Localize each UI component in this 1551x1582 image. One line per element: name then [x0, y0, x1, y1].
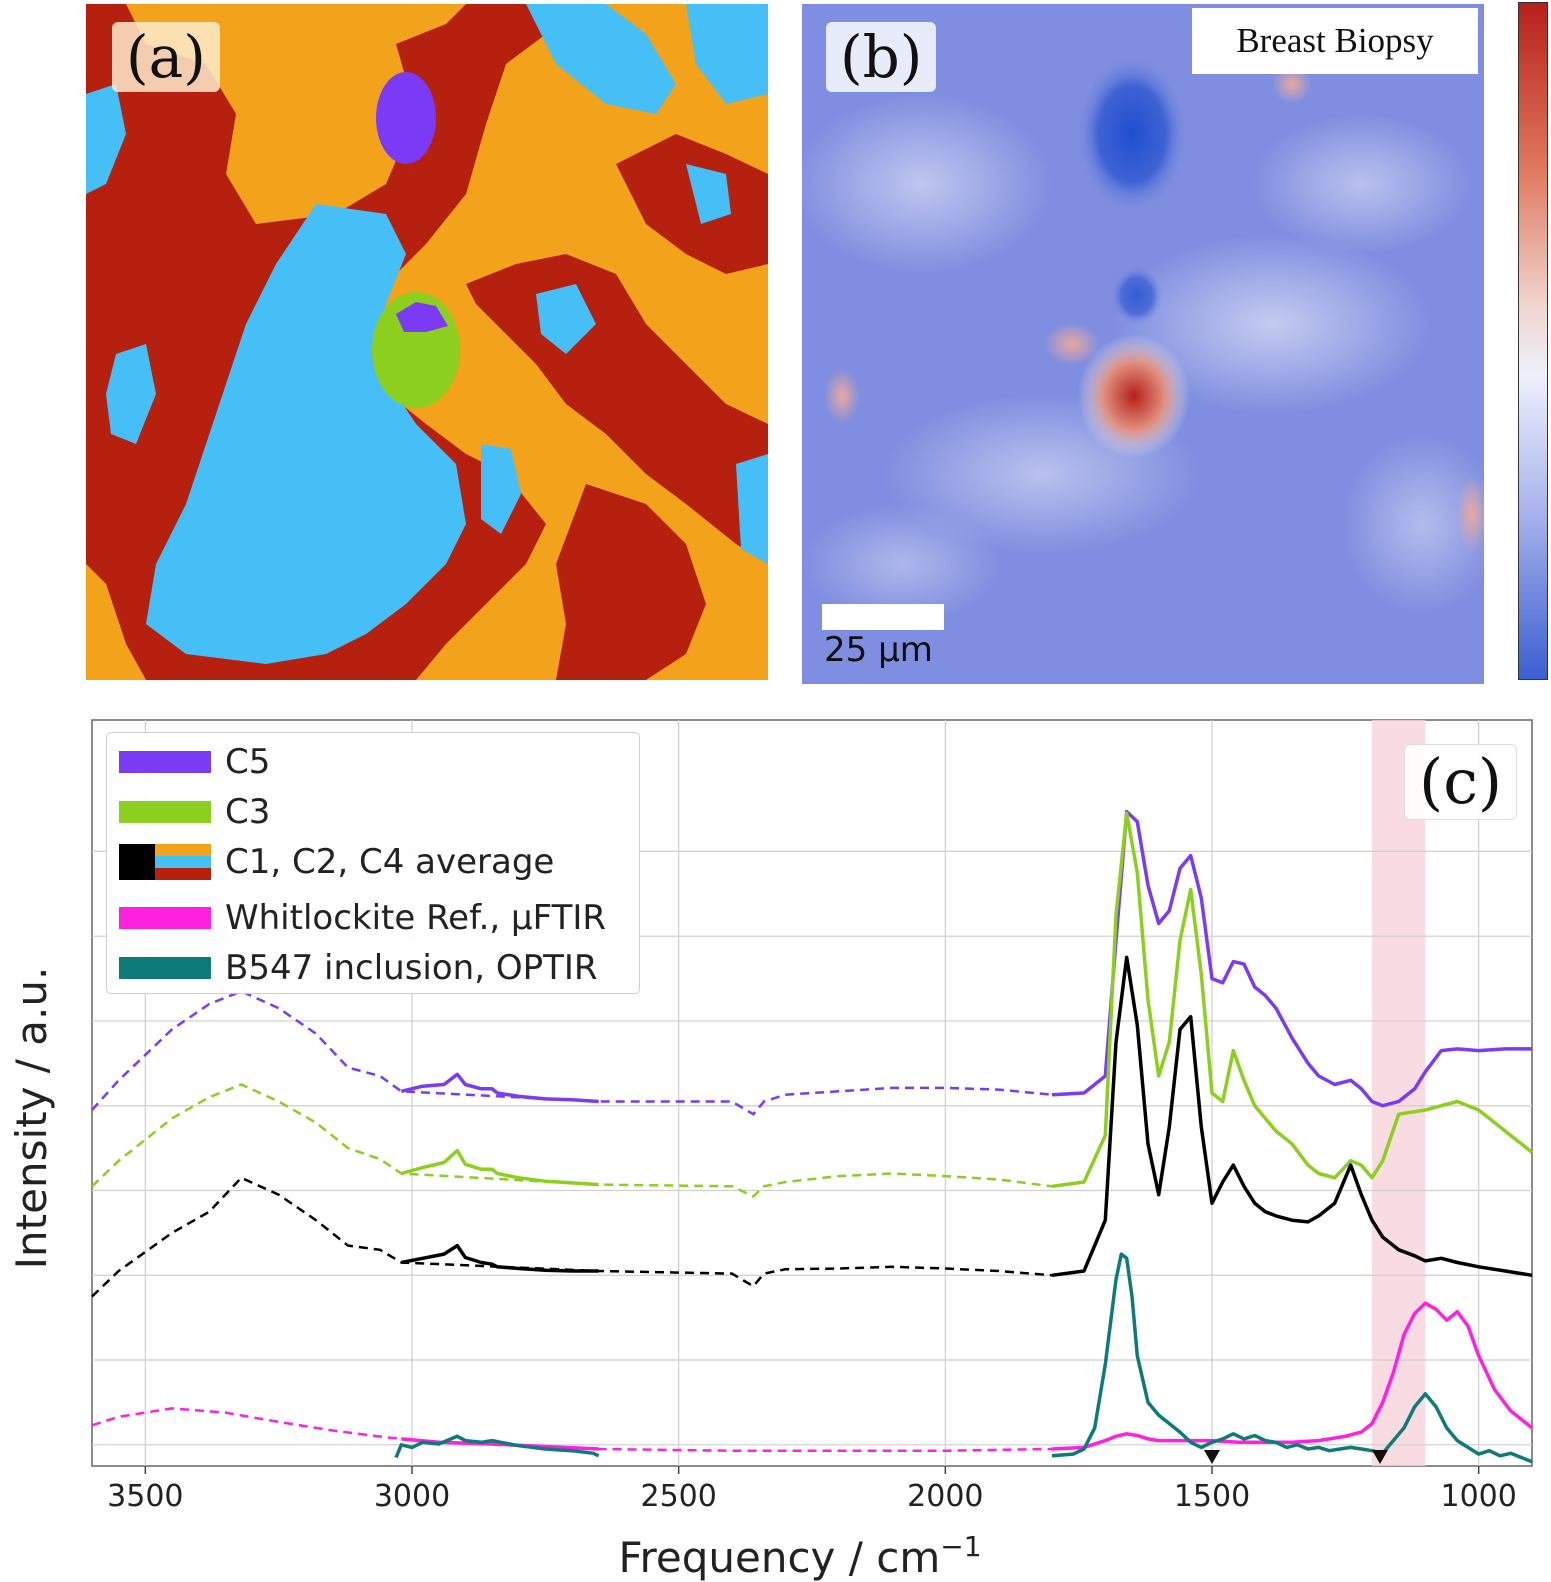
- legend-label: Whitlockite Ref., µFTIR: [225, 898, 607, 938]
- series-c1-c2-c4-average: [91, 955, 1533, 1298]
- peak-marker-icon: [1372, 1450, 1388, 1464]
- x-tick-label: 3000: [374, 1479, 450, 1514]
- cluster-map-image: [86, 4, 768, 680]
- series-solid-line: [1051, 1252, 1533, 1464]
- series-c5: [91, 809, 1532, 1116]
- legend-item-b547: B547 inclusion, OPTIR: [119, 943, 598, 993]
- panel-c-label: (c): [1404, 744, 1518, 820]
- legend-label: C1, C2, C4 average: [225, 842, 555, 882]
- panel-b-label: (b): [826, 22, 937, 92]
- series-solid-line: [394, 1434, 600, 1459]
- legend-swatch: [119, 801, 211, 823]
- series-solid-line: [400, 1072, 599, 1104]
- series-solid-line: [1051, 811, 1534, 1189]
- x-tick-label: 2000: [907, 1479, 983, 1514]
- cluster-map-panel: [86, 4, 768, 680]
- y-axis-title: Intensity / a.u.: [7, 967, 56, 1270]
- series-dashed-line: [91, 1083, 1053, 1198]
- intensity-map-panel: [802, 4, 1484, 684]
- series-dashed-line: [91, 1407, 1053, 1452]
- peak-marker-icon: [1204, 1450, 1220, 1464]
- series-solid-line: [1051, 955, 1533, 1278]
- x-axis-title: Frequency / cm−1: [618, 1530, 981, 1582]
- series-solid-line: [400, 1148, 599, 1187]
- legend-combo-swatch: [119, 844, 211, 880]
- legend-item-whitlockite: Whitlockite Ref., µFTIR: [119, 893, 606, 943]
- x-tick-label: 1000: [1440, 1479, 1516, 1514]
- x-tick-label: 1500: [1174, 1479, 1250, 1514]
- legend-swatch: [119, 751, 211, 773]
- series-dashed-line: [91, 989, 1053, 1116]
- legend-swatch: [119, 907, 211, 929]
- highlight-band: [1372, 720, 1426, 1466]
- chart-legend: C5 C3 C1, C2, C4 average Whitlockite Ref…: [106, 732, 640, 994]
- series-b547-inclusion-optir: [394, 1252, 1533, 1464]
- legend-item-c3: C3: [119, 787, 270, 837]
- legend-label: C3: [225, 792, 271, 832]
- x-tick-label: 2500: [640, 1479, 716, 1514]
- colorbar: [1518, 2, 1548, 680]
- breast-biopsy-annotation: Breast Biopsy: [1192, 8, 1478, 74]
- legend-label: B547 inclusion, OPTIR: [225, 948, 598, 988]
- series-solid-line: [1051, 809, 1532, 1108]
- scale-bar: [822, 604, 944, 630]
- intensity-map-image: [802, 4, 1484, 684]
- series-dashed-line: [91, 1176, 1053, 1298]
- x-tick-label: 3500: [107, 1479, 183, 1514]
- legend-item-average: C1, C2, C4 average: [119, 837, 554, 887]
- marker-layer: [1204, 1450, 1388, 1464]
- highlight-band-layer: [1372, 720, 1426, 1466]
- panel-a-label: (a): [112, 22, 220, 92]
- scale-bar-label: 25 µm: [824, 630, 933, 670]
- legend-item-c5: C5: [119, 737, 270, 787]
- legend-swatch: [119, 957, 211, 979]
- legend-label: C5: [225, 742, 271, 782]
- tick-layer: 3500 3000 2500 2000 1500 1000: [107, 1466, 1517, 1514]
- series-c3: [91, 811, 1534, 1198]
- series-solid-line: [1051, 1301, 1534, 1451]
- series-layer: [91, 809, 1534, 1464]
- series-solid-line: [400, 1243, 599, 1273]
